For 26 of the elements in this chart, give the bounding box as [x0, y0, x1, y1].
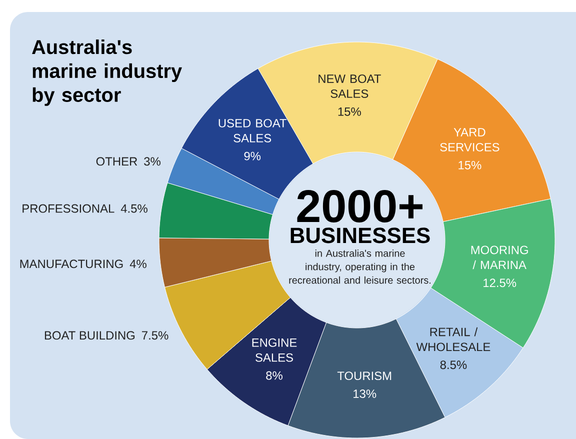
data-label: 8% — [266, 371, 282, 380]
data-label: 9% — [244, 152, 261, 160]
slice-label: NEW BOAT SALES — [318, 74, 381, 98]
data-label: 13% — [354, 390, 376, 398]
text: in Australia's marine industry, operating in the recreational and leisure sectors. — [289, 250, 430, 284]
slice-label: MOORING / MARINA — [471, 246, 528, 270]
slice-label: ENGINE SALES — [252, 338, 297, 362]
data-label: 12.5% — [484, 278, 516, 288]
data-label: 3% — [144, 157, 160, 166]
data-label: 8.5% — [440, 360, 467, 370]
data-label: 15% — [338, 107, 361, 116]
data-label: 7.5% — [142, 331, 168, 340]
text: 2000+ — [297, 190, 422, 222]
slice-label: BOAT BUILDING — [44, 331, 135, 340]
text: Australia's marine industry by sector — [32, 40, 182, 106]
slice-label: USED BOAT SALES — [218, 118, 287, 142]
slice-label: PROFESSIONAL — [22, 204, 114, 213]
data-label: 15% — [458, 160, 482, 170]
data-label: 4% — [130, 260, 146, 268]
slice-label: TOURISM — [337, 372, 392, 380]
slice-label: RETAIL / WHOLESALE — [416, 327, 490, 352]
slice-label: MANUFACTURING — [20, 260, 123, 268]
text: BUSINESSES — [290, 228, 430, 244]
data-label: 4.5% — [120, 204, 148, 213]
slice-label: OTHER — [96, 157, 138, 166]
slice-label: YARD SERVICES — [440, 128, 500, 152]
